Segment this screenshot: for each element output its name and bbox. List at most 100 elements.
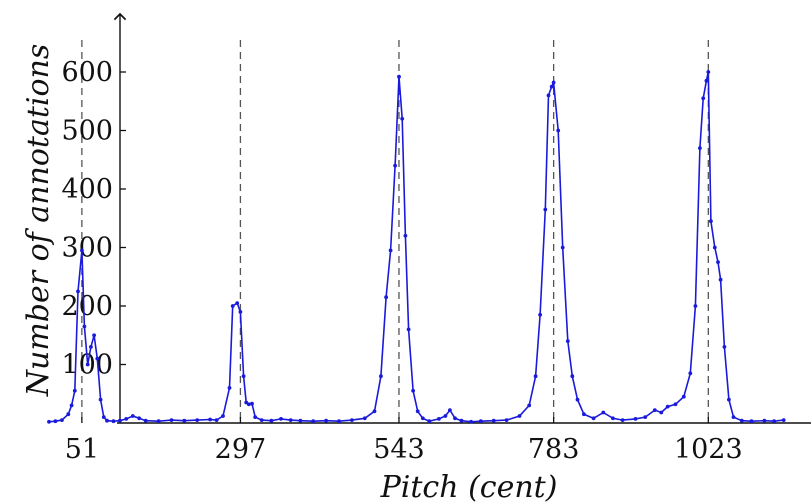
- x-tick-label: 1023: [674, 434, 743, 465]
- data-point: [137, 416, 142, 421]
- y-axis-title: Number of annotations: [21, 44, 56, 398]
- data-point: [111, 419, 116, 424]
- y-tick-label: 300: [61, 233, 113, 264]
- data-point: [727, 397, 731, 402]
- data-point: [565, 339, 570, 343]
- data-point: [253, 415, 258, 419]
- data-point: [379, 374, 383, 379]
- data-point: [72, 388, 77, 393]
- data-point: [124, 417, 129, 421]
- data-point: [311, 419, 316, 424]
- y-tick-label: 200: [61, 291, 113, 322]
- data-point: [246, 402, 251, 407]
- data-point: [85, 362, 90, 367]
- data-point: [701, 96, 706, 101]
- data-point: [298, 418, 303, 423]
- data-point: [89, 345, 93, 349]
- data-point: [551, 80, 556, 85]
- x-tick-label: 51: [65, 434, 99, 465]
- data-point: [337, 419, 341, 424]
- series-line: [48, 71, 784, 423]
- data-point: [698, 146, 702, 151]
- data-point: [633, 417, 638, 421]
- data-point: [722, 345, 727, 349]
- data-point: [709, 219, 713, 224]
- data-point: [420, 416, 425, 421]
- data-point: [406, 327, 411, 332]
- data-point: [76, 289, 80, 294]
- data-point: [673, 402, 678, 407]
- data-point: [400, 116, 405, 121]
- data-point: [437, 417, 441, 421]
- data-point: [427, 419, 432, 424]
- data-point: [95, 356, 100, 361]
- y-tick-label: 500: [61, 116, 113, 147]
- data-point: [82, 324, 87, 329]
- data-point: [350, 418, 354, 422]
- data-point: [448, 408, 452, 412]
- data-point: [665, 404, 670, 409]
- data-point: [118, 418, 122, 423]
- data-point: [712, 245, 717, 250]
- data-point: [731, 415, 736, 419]
- data-point: [208, 417, 213, 422]
- data-point: [478, 419, 483, 424]
- x-axis-title: Pitch (cent): [380, 470, 558, 504]
- data-point: [443, 414, 448, 418]
- data-point: [459, 418, 464, 423]
- x-tick-label: 783: [528, 434, 580, 465]
- x-tick-label: 543: [373, 434, 425, 465]
- data-point: [570, 374, 575, 379]
- data-point: [156, 419, 161, 424]
- data-point: [238, 310, 243, 314]
- data-point: [659, 410, 664, 415]
- data-point: [80, 248, 84, 253]
- data-point: [706, 70, 711, 74]
- data-point: [762, 418, 767, 423]
- data-point: [415, 409, 420, 414]
- data-point: [549, 84, 554, 89]
- data-point: [269, 418, 274, 423]
- data-point: [47, 419, 51, 424]
- data-point: [98, 397, 103, 402]
- data-point: [214, 418, 219, 422]
- data-point: [403, 233, 408, 238]
- data-point: [652, 408, 657, 412]
- data-point: [101, 415, 106, 419]
- data-point: [411, 388, 415, 393]
- data-point: [469, 419, 473, 424]
- data-point: [491, 418, 496, 423]
- data-point: [221, 414, 225, 418]
- y-tick-label: 400: [61, 174, 113, 205]
- data-point: [182, 418, 187, 423]
- data-point: [781, 418, 786, 422]
- data-point: [69, 403, 74, 408]
- data-point: [66, 412, 71, 417]
- data-point: [716, 260, 720, 264]
- reference-lines: [81, 40, 709, 423]
- data-point: [105, 418, 109, 423]
- data-point: [517, 414, 522, 418]
- data-point: [533, 374, 538, 379]
- data-point: [681, 394, 686, 399]
- data-point: [611, 416, 615, 421]
- series-points: [47, 70, 786, 424]
- data-point: [527, 403, 532, 408]
- x-tick-label: 297: [215, 434, 267, 465]
- data-point: [543, 207, 548, 212]
- data-point: [388, 248, 393, 253]
- data-point: [362, 416, 367, 421]
- data-point: [324, 418, 328, 423]
- data-point: [556, 128, 561, 133]
- data-point: [582, 412, 586, 417]
- data-point: [749, 419, 754, 424]
- data-point: [453, 416, 457, 421]
- data-point: [235, 301, 240, 305]
- data-point: [397, 74, 401, 79]
- data-point: [372, 409, 377, 414]
- data-point: [704, 78, 709, 83]
- data-point: [718, 277, 723, 282]
- data-point: [393, 163, 397, 168]
